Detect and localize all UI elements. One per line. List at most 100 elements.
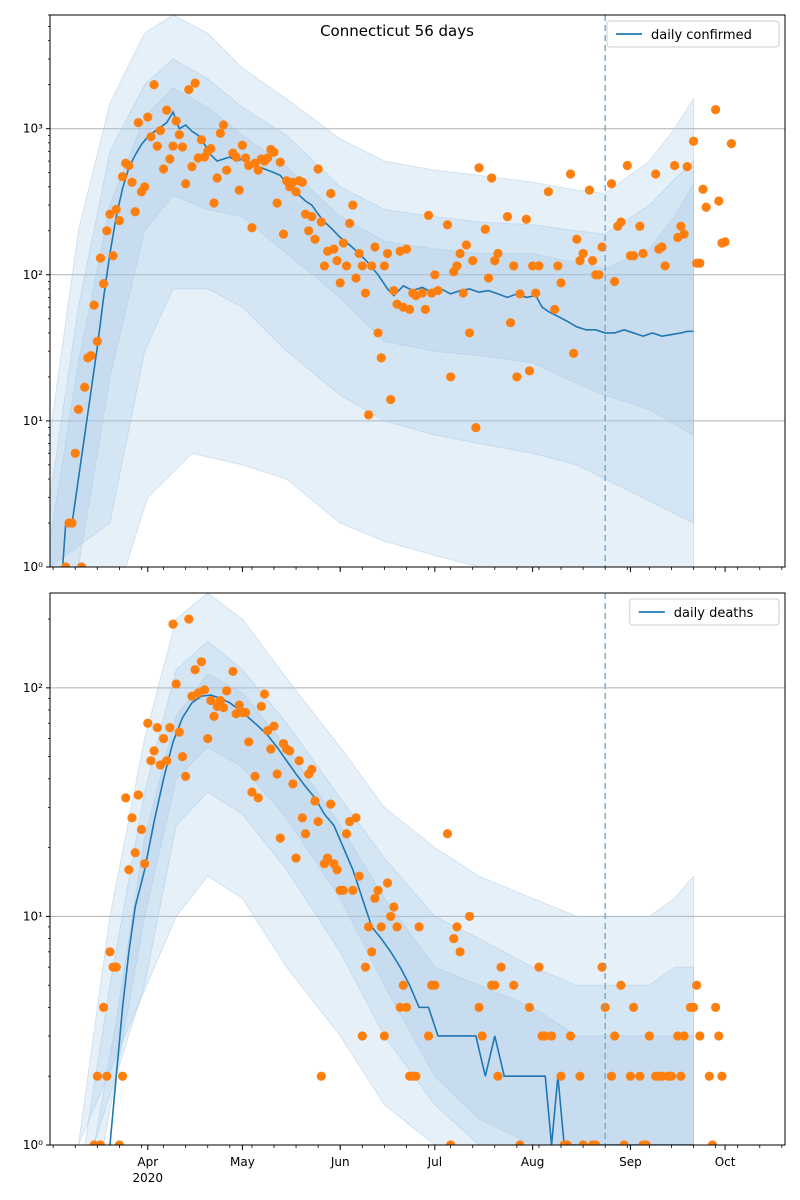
data-point	[726, 139, 736, 149]
data-point	[155, 126, 166, 136]
data-point	[405, 304, 415, 314]
data-point	[534, 962, 544, 972]
data-point	[304, 226, 314, 236]
data-point	[316, 217, 326, 227]
data-point	[307, 212, 317, 222]
data-point	[565, 1031, 576, 1041]
data-point	[263, 153, 273, 163]
data-point	[143, 718, 153, 728]
data-point	[657, 242, 667, 252]
data-point	[480, 224, 490, 234]
data-point	[546, 1031, 557, 1041]
data-point	[606, 179, 617, 189]
data-point	[714, 196, 724, 206]
data-point	[253, 793, 263, 803]
data-point	[382, 878, 393, 888]
data-point	[379, 1031, 389, 1041]
axes-frame	[49, 14, 786, 568]
data-point	[367, 261, 377, 271]
data-point	[253, 165, 263, 175]
data-point	[105, 209, 115, 219]
data-point	[307, 764, 317, 774]
data-point	[209, 711, 219, 722]
data-point	[237, 140, 248, 150]
data-point	[114, 215, 124, 226]
data-point	[297, 813, 307, 823]
data-point	[130, 207, 140, 217]
data-point	[367, 947, 377, 957]
data-point	[401, 1002, 412, 1012]
data-point	[187, 162, 197, 172]
data-point	[635, 1071, 645, 1081]
data-point	[556, 278, 566, 288]
uncertainty-band-inner	[93, 673, 694, 1145]
data-point	[628, 251, 639, 261]
data-point	[354, 248, 364, 259]
data-point	[149, 80, 159, 90]
data-point	[597, 242, 607, 252]
data-point	[509, 980, 519, 990]
data-point	[326, 188, 336, 199]
data-point	[162, 105, 172, 115]
data-point	[625, 1071, 636, 1081]
data-point	[610, 276, 620, 287]
data-point	[209, 198, 219, 208]
data-point	[641, 1140, 651, 1145]
data-point	[171, 116, 181, 126]
data-point	[152, 723, 162, 733]
data-point	[515, 289, 525, 299]
data-point	[152, 141, 162, 151]
data-point	[720, 237, 730, 247]
data-point	[338, 885, 348, 895]
data-point	[452, 922, 462, 932]
data-point	[341, 829, 352, 839]
data-point	[102, 226, 112, 236]
data-point	[143, 112, 153, 122]
data-point	[146, 756, 156, 766]
data-point	[688, 1002, 699, 1012]
data-point	[256, 701, 266, 711]
data-point	[569, 348, 579, 358]
data-point	[509, 261, 519, 271]
data-point	[174, 727, 184, 737]
data-point	[99, 1002, 109, 1012]
data-point	[351, 813, 361, 823]
data-point	[174, 130, 184, 140]
data-point	[717, 1071, 727, 1081]
data-point	[316, 1071, 326, 1081]
data-point	[386, 911, 396, 922]
data-point	[149, 746, 159, 756]
data-point	[711, 105, 721, 115]
data-point	[474, 163, 484, 173]
data-point	[550, 304, 560, 314]
data-point	[92, 1071, 102, 1081]
data-point	[240, 153, 251, 163]
data-point	[562, 1140, 572, 1145]
data-point	[73, 404, 83, 414]
data-point	[666, 1071, 677, 1081]
data-point	[490, 256, 500, 266]
data-point	[471, 422, 481, 433]
data-point	[140, 182, 150, 192]
data-point	[673, 1031, 683, 1041]
data-point	[364, 410, 374, 420]
data-point	[676, 1071, 686, 1081]
data-point	[575, 256, 585, 266]
data-point	[360, 962, 371, 972]
data-point	[502, 212, 513, 222]
data-point	[146, 132, 156, 142]
data-point	[707, 1140, 718, 1145]
data-point	[266, 744, 276, 754]
x-tick-label: Aug	[521, 1155, 544, 1169]
data-point	[165, 723, 175, 733]
data-point	[190, 78, 200, 88]
legend-label: daily deaths	[674, 606, 754, 621]
data-point	[357, 261, 367, 271]
data-point	[433, 285, 443, 296]
data-point	[524, 366, 535, 376]
data-point	[117, 1071, 128, 1081]
data-point	[688, 136, 699, 146]
data-point	[203, 733, 213, 744]
data-point	[389, 285, 399, 296]
data-point	[127, 177, 137, 187]
